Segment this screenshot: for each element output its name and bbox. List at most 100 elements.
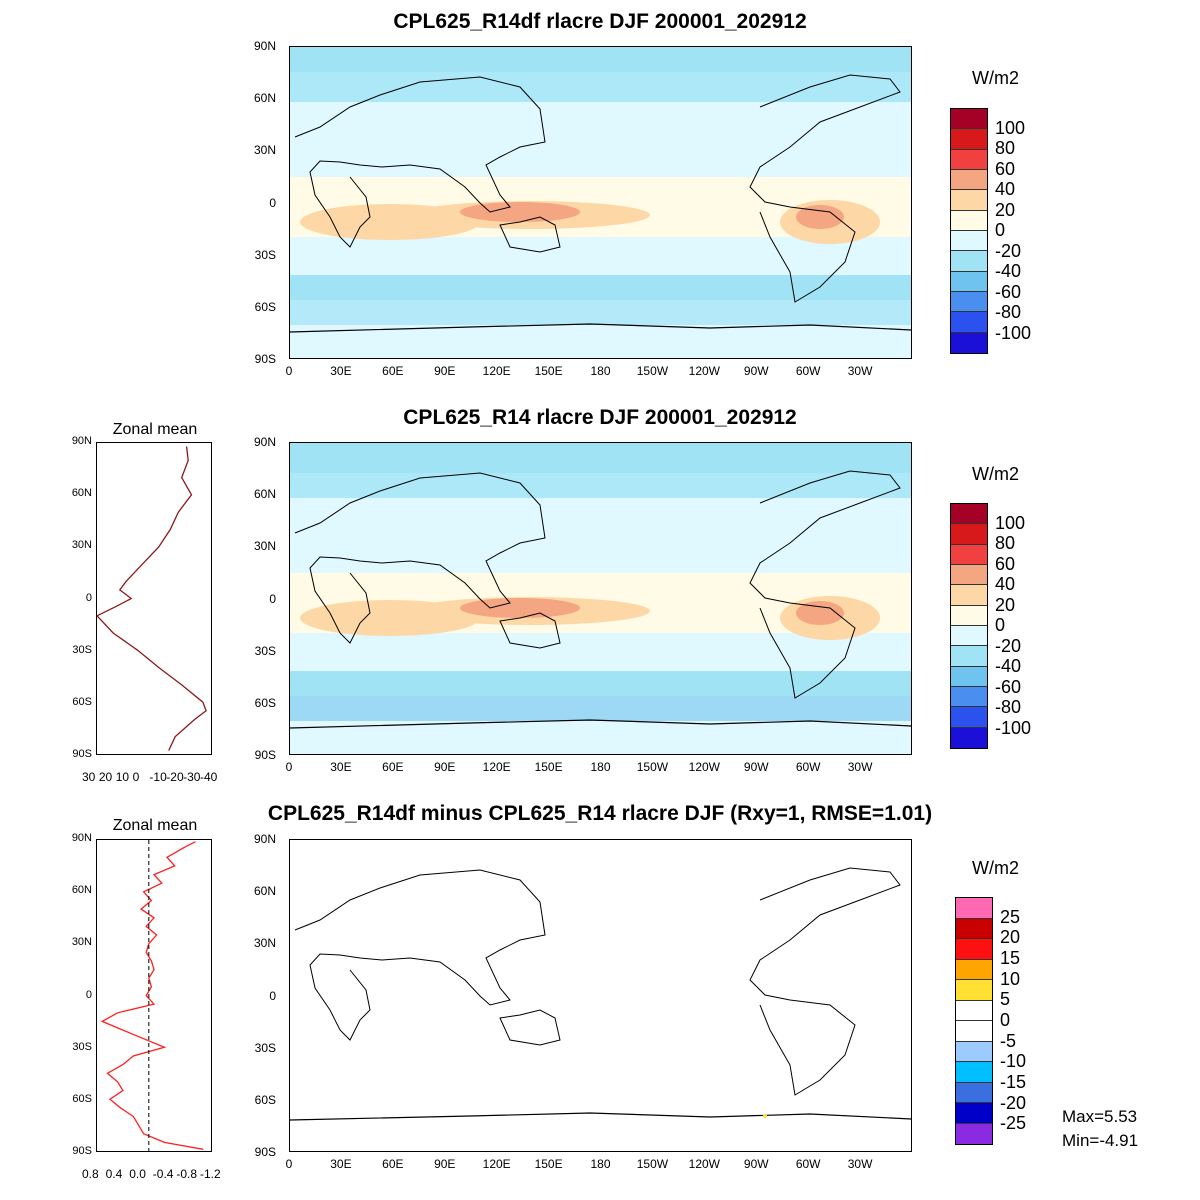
mid-lon-label: 60W	[795, 760, 821, 774]
mid-legend-label: 40	[995, 574, 1016, 594]
diff-lon-label: 30E	[330, 1157, 352, 1171]
top-lon-label: 60E	[382, 364, 404, 378]
colorbar-swatch	[956, 1103, 992, 1124]
top-lat-label: 60S	[254, 299, 276, 314]
mid-lat-label: 90S	[254, 748, 276, 762]
diff-zonal-lat-label: 90S	[72, 1145, 92, 1157]
mid-zonal-line	[95, 446, 207, 751]
diff-lon-label: 60E	[382, 1157, 404, 1171]
mid-legend-label: -40	[995, 656, 1022, 676]
mid-zonal-xtick: 30	[82, 770, 96, 784]
top-legend-label: 20	[995, 199, 1016, 220]
colorbar-swatch	[951, 727, 987, 748]
top-lat-label: 90N	[253, 39, 276, 53]
colorbar-swatch	[951, 625, 987, 647]
top-lat-label: 30N	[253, 143, 276, 158]
top-legend-label: -80	[995, 302, 1022, 322]
colorbar-swatch	[956, 918, 992, 939]
colorbar-swatch	[951, 149, 987, 170]
diff-zonal-title: Zonal mean	[112, 817, 198, 834]
diff-lon-label: 180	[590, 1157, 611, 1171]
diff-zonal-xtick: -1.2	[200, 1167, 221, 1181]
mid-zonal-lat-label: 60N	[71, 487, 92, 500]
top-lon-label: 0	[285, 364, 293, 378]
mid-lat-label: 60N	[253, 487, 276, 502]
colorbar-swatch	[956, 1123, 992, 1144]
top-colorbar	[950, 108, 988, 354]
diff-zonal-plot	[96, 839, 212, 1152]
colorbar-swatch	[951, 504, 987, 525]
colorbar-swatch	[951, 129, 987, 150]
diff-lat-label: 90S	[254, 1145, 276, 1159]
top-map	[289, 46, 912, 359]
diff-lat-label: 90N	[253, 832, 276, 846]
zonal-mean-line	[100, 841, 204, 1150]
min-value: Min=-4.91	[1062, 1131, 1139, 1150]
colorbar-swatch	[951, 251, 987, 272]
mid-map	[289, 442, 912, 755]
mid-lat-label: 30N	[253, 539, 276, 554]
colorbar-swatch	[951, 291, 987, 313]
mid-legend-label: -100	[995, 717, 1032, 738]
colorbar-swatch	[956, 980, 992, 1001]
top-legend-label: -40	[995, 261, 1022, 281]
diff-lon-label: 120W	[688, 1157, 720, 1171]
mid-legend-label: -80	[995, 697, 1022, 717]
diff-legend-label: 20	[1000, 927, 1021, 948]
diff-lat-label: 0	[269, 988, 276, 1003]
colorbar-swatch	[951, 271, 987, 292]
mid-lat-label: 60S	[254, 695, 276, 710]
diff-legend-label: 25	[1000, 906, 1021, 927]
top-legend-label: 40	[995, 179, 1016, 199]
top-lat-label: 60N	[253, 91, 276, 106]
colorbar-swatch	[951, 605, 987, 626]
mid-lat-label: 0	[269, 591, 276, 606]
top-lon-label: 30W	[847, 364, 873, 378]
mid-map-field	[290, 443, 911, 754]
diff-zonal-lat-label: 0	[85, 988, 92, 1001]
mid-lon-label: 60E	[382, 760, 404, 774]
mid-zonal-xtick: -30	[183, 770, 201, 784]
diff-zonal-xtick: -0.4	[152, 1167, 174, 1181]
mid-lon-label: 90E	[434, 760, 456, 774]
mid-legend-label: 20	[995, 594, 1016, 615]
diff-zonal-lat-label: 30S	[72, 1040, 92, 1053]
diff-zonal-line	[100, 840, 204, 1151]
top-lat-label: 90S	[254, 352, 276, 366]
mid-zonal-lat-label: 30S	[72, 643, 92, 656]
colorbar-swatch	[951, 686, 987, 708]
diff-map	[289, 839, 912, 1152]
colorbar-swatch	[951, 190, 987, 211]
mid-lon-label: 0	[285, 760, 293, 774]
mid-lon-label: 150E	[534, 760, 563, 774]
diff-zonal-xtick: -0.8	[176, 1167, 198, 1181]
diff-lon-label: 30W	[847, 1157, 873, 1171]
colorbar-swatch	[951, 109, 987, 130]
diff-legend-label: 5	[1000, 989, 1011, 1010]
diff-lon-label: 90W	[743, 1157, 769, 1171]
colorbar-swatch	[956, 1082, 992, 1103]
diff-lat-label: 60N	[253, 884, 276, 899]
mid-legend-label: -20	[995, 635, 1022, 656]
colorbar-swatch	[956, 959, 992, 980]
max-value: Max=5.53	[1062, 1107, 1138, 1126]
top-legend-label: -20	[995, 240, 1022, 261]
diff-zonal-lat-label: 60N	[71, 884, 92, 897]
top-legend-label: -100	[995, 322, 1032, 343]
colorbar-swatch	[951, 332, 987, 353]
diff-lon-label: 60W	[795, 1157, 821, 1171]
colorbar-swatch	[951, 169, 987, 191]
mid-zonal-lat-label: 0	[85, 591, 92, 604]
mid-legend-label: -60	[995, 676, 1022, 697]
diff-lon-label: 90E	[434, 1157, 456, 1171]
diff-zonal-xtick: 0.4	[105, 1167, 123, 1181]
mid-zonal-lat-label: 30N	[71, 539, 92, 552]
colorbar-swatch	[951, 646, 987, 667]
mid-legend-unit: W/m2	[972, 464, 1019, 484]
diff-colorbar	[955, 897, 993, 1145]
mid-lat-label: 30S	[254, 643, 276, 658]
mid-lon-label: 180	[590, 760, 611, 774]
mid-legend-label: 80	[995, 533, 1016, 553]
diff-legend-label: -20	[1000, 1092, 1027, 1113]
colorbar-swatch	[951, 524, 987, 545]
